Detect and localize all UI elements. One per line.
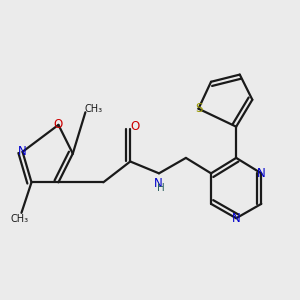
Text: CH₃: CH₃ bbox=[11, 214, 29, 224]
Text: O: O bbox=[130, 120, 139, 133]
Text: H: H bbox=[157, 183, 165, 193]
Text: CH₃: CH₃ bbox=[84, 104, 102, 114]
Text: S: S bbox=[195, 102, 202, 115]
Text: N: N bbox=[232, 212, 241, 225]
Text: O: O bbox=[54, 118, 63, 131]
Text: N: N bbox=[18, 145, 27, 158]
Text: N: N bbox=[257, 167, 266, 180]
Text: N: N bbox=[154, 177, 162, 190]
